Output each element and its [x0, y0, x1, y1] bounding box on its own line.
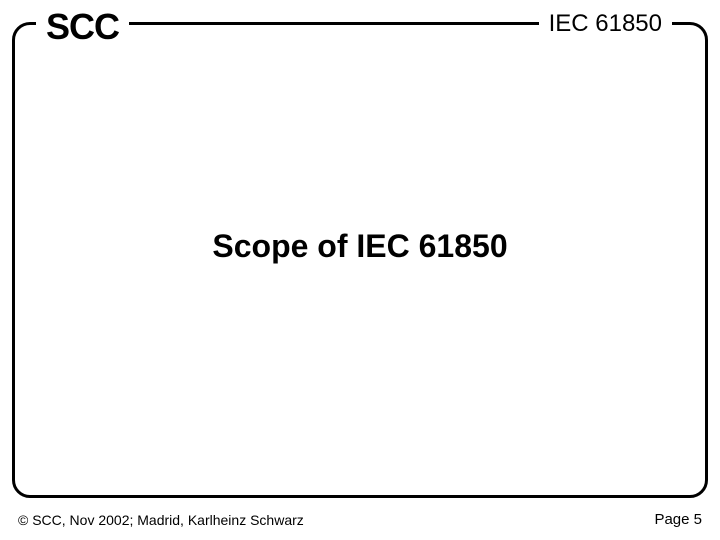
slide-title: Scope of IEC 61850: [0, 228, 720, 265]
header-standard-label: IEC 61850: [539, 10, 672, 38]
footer-copyright: © SCC, Nov 2002; Madrid, Karlheinz Schwa…: [18, 512, 304, 528]
footer-page-number: Page 5: [654, 511, 702, 528]
header-logo: SCC: [36, 6, 129, 48]
